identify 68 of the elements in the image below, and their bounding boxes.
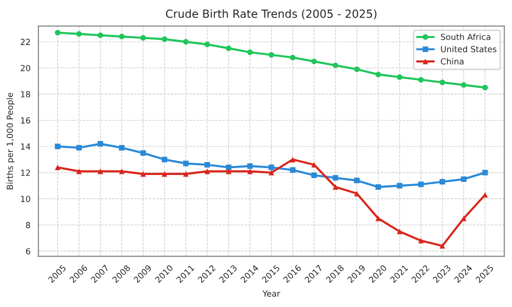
point (482, 170, 488, 176)
y-tick-label: 14 (21, 144, 30, 150)
legend-label: United States (441, 46, 496, 52)
point (268, 170, 274, 176)
point (290, 54, 296, 60)
point (290, 167, 296, 173)
point (76, 31, 82, 37)
y-tick-label: 20 (20, 64, 30, 72)
y-tick-label: 22 (20, 38, 30, 45)
point (204, 168, 210, 174)
point (311, 172, 317, 178)
point (247, 163, 253, 169)
point (354, 178, 360, 184)
point (311, 58, 317, 64)
point (98, 32, 104, 38)
y-tick-label: 8 (26, 222, 30, 228)
point (76, 168, 82, 174)
point (118, 34, 125, 40)
point (118, 168, 125, 174)
point (440, 80, 446, 86)
point (375, 72, 381, 78)
point (54, 144, 60, 150)
point (418, 182, 424, 188)
point (247, 49, 253, 56)
point (98, 141, 104, 147)
y-tick-label: 18 (21, 91, 30, 98)
point (440, 178, 446, 185)
point (396, 228, 402, 234)
point (162, 36, 168, 42)
point (268, 52, 274, 58)
point (375, 184, 381, 190)
point (460, 176, 466, 182)
point (354, 66, 360, 72)
point (290, 156, 296, 162)
point (162, 171, 168, 177)
point (268, 164, 274, 170)
point (418, 238, 424, 244)
point (226, 164, 232, 170)
point (460, 82, 466, 88)
y-tick-label: 12 (21, 170, 30, 176)
point (76, 144, 82, 151)
point (226, 46, 232, 52)
point (332, 62, 338, 68)
point (332, 175, 338, 181)
chart-title: Crude Birth Rate Trends (2005 - 2025) (166, 9, 376, 20)
point (396, 182, 402, 188)
legend-label: China (440, 58, 464, 65)
point (54, 30, 60, 36)
y-tick-label: 10 (21, 196, 30, 202)
point (247, 168, 253, 174)
point (204, 162, 210, 168)
point (396, 74, 402, 80)
point (118, 144, 125, 151)
point (183, 39, 189, 45)
legend-label: South Africa (440, 34, 490, 40)
point (183, 160, 189, 166)
y-axis-title: Births per 1,000 People (6, 92, 15, 190)
point (418, 76, 424, 83)
x-axis-title: Year (262, 290, 280, 297)
point (204, 42, 210, 48)
point (140, 35, 146, 41)
point (140, 150, 146, 156)
point (375, 216, 381, 222)
point (482, 84, 488, 90)
point (332, 184, 338, 190)
y-tick-label: 6 (26, 248, 30, 254)
point (162, 156, 168, 162)
y-tick-label: 16 (21, 117, 30, 124)
